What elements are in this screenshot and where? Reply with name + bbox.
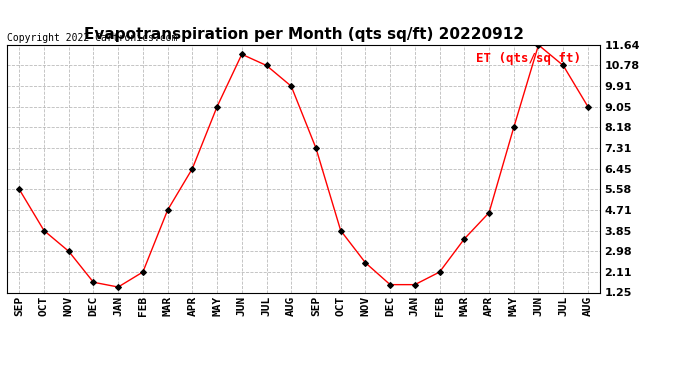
Point [137,269,148,275]
Point [286,83,297,89]
Point [434,269,445,275]
Point [88,279,99,285]
Title: Evapotranspiration per Month (qts sq/ft) 20220912: Evapotranspiration per Month (qts sq/ft)… [83,27,524,42]
Point [162,207,173,213]
Point [509,124,520,130]
Point [310,145,322,151]
Point [384,282,395,288]
Point [236,51,247,57]
Point [261,63,272,69]
Point [409,282,420,288]
Point [582,104,593,110]
Point [335,228,346,234]
Point [39,228,50,234]
Point [63,248,75,254]
Point [212,104,223,110]
Point [533,42,544,48]
Point [14,186,25,192]
Point [484,210,495,216]
Text: ET (qts/sq ft): ET (qts/sq ft) [475,53,581,65]
Point [112,284,124,290]
Point [558,63,569,69]
Text: Copyright 2022 Cartronics.com: Copyright 2022 Cartronics.com [7,33,177,42]
Point [360,260,371,266]
Point [187,166,198,172]
Point [459,236,470,242]
